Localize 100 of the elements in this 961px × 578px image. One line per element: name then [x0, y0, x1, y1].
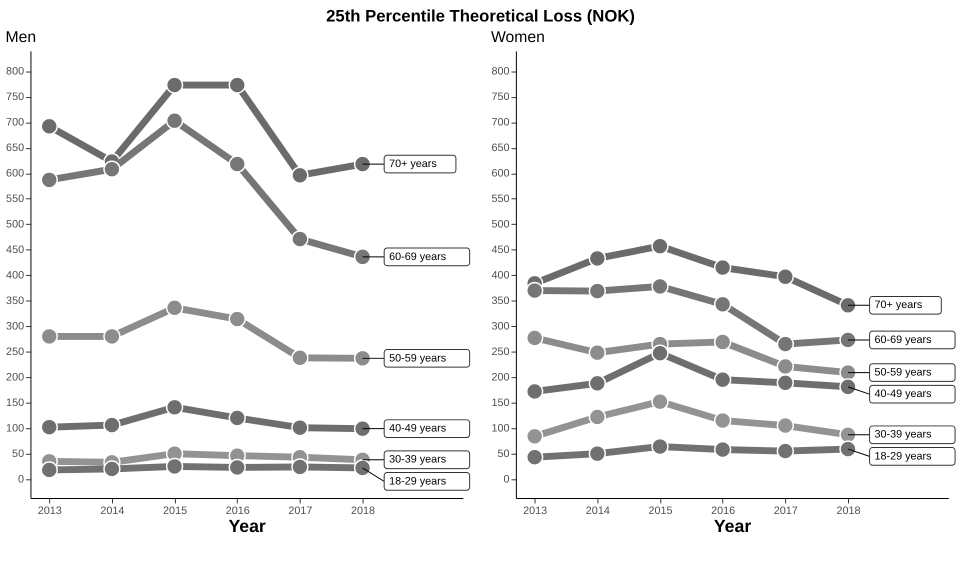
- series-label: 60-69 years: [389, 250, 447, 263]
- point: [651, 238, 669, 255]
- point: [588, 408, 606, 426]
- point: [776, 268, 794, 286]
- point: [714, 258, 732, 276]
- series-label: 50-59 years: [874, 366, 932, 379]
- point: [651, 438, 669, 456]
- series-label: 18-29 years: [874, 450, 932, 462]
- point: [588, 344, 606, 362]
- point: [776, 335, 794, 353]
- point: [103, 460, 121, 478]
- point: [526, 282, 544, 300]
- x-tick-label: 2017: [774, 505, 798, 518]
- point: [40, 171, 58, 189]
- point: [526, 448, 544, 466]
- y-tick-label: 600: [491, 168, 510, 180]
- x-tick-label: 2014: [100, 505, 124, 518]
- point: [588, 250, 606, 268]
- point: [776, 358, 794, 376]
- point: [166, 398, 184, 416]
- x-tick-label: 2015: [648, 505, 672, 518]
- series-label: 70+ years: [874, 299, 923, 312]
- point: [354, 420, 372, 438]
- y-tick-label: 650: [491, 142, 510, 154]
- y-tick-label: 350: [6, 295, 24, 308]
- point: [291, 349, 309, 366]
- point: [354, 350, 372, 367]
- point: [103, 160, 121, 178]
- point: [291, 230, 309, 248]
- point: [839, 296, 857, 314]
- y-tick-label: 500: [491, 218, 510, 231]
- x-tick-label: 2018: [836, 505, 860, 518]
- x-tick-label: 2016: [711, 505, 736, 518]
- point: [714, 333, 732, 351]
- x-axis-title: Year: [714, 516, 752, 536]
- series-label: 40-49 years: [389, 422, 447, 435]
- y-tick-label: 150: [491, 397, 510, 410]
- y-tick-label: 800: [6, 66, 24, 78]
- point: [103, 328, 121, 346]
- point: [839, 378, 857, 396]
- series-label: 50-59 years: [389, 352, 447, 364]
- point: [40, 118, 58, 135]
- point: [526, 382, 544, 400]
- point: [776, 442, 794, 460]
- chart-title: 25th Percentile Theoretical Loss (NOK): [326, 6, 635, 26]
- point: [228, 458, 246, 476]
- chart-subtitle: Men: [6, 29, 36, 46]
- x-tick-label: 2017: [288, 505, 312, 518]
- y-tick-label: 250: [491, 346, 510, 358]
- point: [228, 155, 246, 173]
- y-tick-label: 400: [491, 270, 510, 282]
- y-tick-label: 300: [6, 320, 24, 333]
- point: [40, 461, 58, 479]
- x-tick-label: 2013: [38, 505, 62, 518]
- point: [291, 166, 309, 184]
- point: [651, 278, 669, 296]
- point: [354, 155, 372, 173]
- y-tick-label: 600: [6, 168, 24, 180]
- x-tick-label: 2014: [586, 505, 610, 518]
- x-tick-label: 2013: [523, 505, 548, 518]
- point: [291, 418, 309, 436]
- point: [714, 440, 732, 458]
- series-label: 70+ years: [389, 158, 438, 170]
- y-tick-label: 450: [491, 244, 510, 256]
- y-tick-label: 0: [503, 474, 510, 486]
- y-tick-label: 350: [491, 295, 510, 308]
- point: [714, 296, 732, 313]
- point: [166, 458, 184, 476]
- y-tick-label: 750: [491, 91, 510, 104]
- y-tick-label: 700: [6, 116, 24, 129]
- series-label: 30-39 years: [874, 428, 932, 441]
- point: [714, 371, 732, 388]
- point: [588, 282, 606, 300]
- y-tick-label: 250: [6, 346, 24, 358]
- point: [354, 248, 372, 266]
- y-tick-label: 50: [12, 448, 24, 460]
- point: [354, 459, 372, 477]
- y-tick-label: 300: [491, 320, 510, 333]
- point: [651, 344, 669, 362]
- point: [228, 310, 246, 328]
- x-tick-label: 2016: [226, 505, 250, 518]
- point: [776, 374, 794, 392]
- y-tick-label: 100: [6, 422, 24, 435]
- y-tick-label: 450: [6, 244, 24, 256]
- point: [166, 112, 184, 130]
- chart-subtitle: Women: [490, 29, 545, 46]
- y-tick-label: 50: [497, 448, 510, 460]
- point: [839, 440, 857, 458]
- series-label: 18-29 years: [389, 475, 447, 488]
- x-tick-label: 2018: [351, 505, 376, 518]
- point: [166, 76, 184, 94]
- point: [651, 392, 669, 410]
- point: [526, 428, 544, 445]
- y-tick-label: 500: [6, 218, 24, 231]
- point: [588, 374, 606, 392]
- y-tick-label: 200: [6, 372, 24, 384]
- point: [228, 76, 246, 94]
- point: [166, 299, 184, 316]
- point: [228, 409, 246, 427]
- point: [291, 458, 309, 476]
